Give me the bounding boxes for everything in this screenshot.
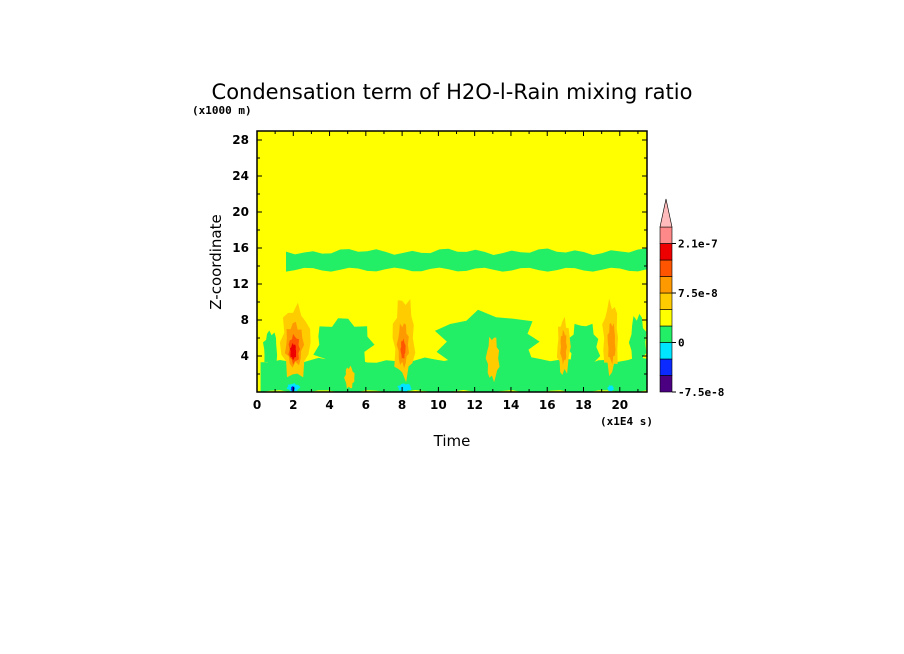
colorbar: 2.1e-7 7.5e-8 0 -7.5e-8 bbox=[659, 198, 724, 399]
colorbar-arrow bbox=[659, 198, 673, 228]
x-tick-label: 4 bbox=[325, 398, 333, 412]
contour-region bbox=[289, 342, 297, 360]
colorbar-label: -7.5e-8 bbox=[678, 386, 724, 399]
contour-region bbox=[607, 322, 616, 365]
contour-region bbox=[607, 385, 615, 392]
x-tick-label: 8 bbox=[398, 398, 406, 412]
contour-region bbox=[434, 309, 540, 374]
y-tick-label: 24 bbox=[232, 169, 249, 183]
contour-region bbox=[400, 338, 406, 359]
contour-region bbox=[397, 383, 412, 392]
y-tick-label: 16 bbox=[232, 241, 249, 255]
x-tick-label: 10 bbox=[430, 398, 447, 412]
colorbar-bin bbox=[659, 325, 673, 343]
y-axis: 4 8 12 16 20 24 28 bbox=[232, 133, 647, 375]
colorbar-bin bbox=[659, 259, 673, 277]
colorbar-bin bbox=[659, 358, 673, 376]
contour-region bbox=[628, 313, 647, 372]
y-tick-label: 12 bbox=[232, 277, 249, 291]
colorbar-bin bbox=[659, 226, 673, 244]
contour-region bbox=[560, 329, 567, 365]
contour-region bbox=[566, 323, 601, 374]
colorbar-bin bbox=[659, 276, 673, 294]
colorbar-bin bbox=[659, 243, 673, 261]
y-tick-label: 8 bbox=[241, 313, 249, 327]
colorbar-bin bbox=[659, 309, 673, 327]
x-tick-label: 20 bbox=[611, 398, 628, 412]
colorbar-bin bbox=[659, 342, 673, 360]
x-tick-label: 12 bbox=[466, 398, 483, 412]
y-tick-label: 4 bbox=[241, 349, 249, 363]
x-axis: 0 2 4 6 8 10 12 14 16 18 20 bbox=[253, 131, 639, 412]
y-tick-label: 28 bbox=[232, 133, 249, 147]
contour-region bbox=[344, 365, 355, 389]
contour-region bbox=[313, 318, 375, 373]
y-tick-label: 20 bbox=[232, 205, 249, 219]
colorbar-label: 0 bbox=[678, 337, 685, 350]
y-axis-label: Z-coordinate bbox=[207, 214, 225, 309]
contour-region bbox=[263, 330, 278, 368]
chart-title: Condensation term of H2O-l-Rain mixing r… bbox=[212, 80, 693, 104]
x-tick-label: 0 bbox=[253, 398, 261, 412]
x-tick-label: 16 bbox=[539, 398, 556, 412]
x-tick-label: 6 bbox=[362, 398, 370, 412]
x-tick-label: 18 bbox=[575, 398, 592, 412]
x-tick-label: 2 bbox=[289, 398, 297, 412]
contour-region bbox=[485, 336, 500, 383]
colorbar-bin bbox=[659, 292, 673, 310]
colorbar-bin bbox=[659, 375, 673, 393]
contour-region bbox=[286, 248, 647, 272]
colorbar-label: 2.1e-7 bbox=[678, 238, 718, 251]
x-axis-label: Time bbox=[433, 432, 471, 450]
y-unit-label: (x1000 m) bbox=[192, 104, 252, 117]
x-tick-label: 14 bbox=[503, 398, 520, 412]
x-unit-label: (x1E4 s) bbox=[600, 415, 653, 428]
colorbar-label: 7.5e-8 bbox=[678, 287, 718, 300]
plot-frame bbox=[256, 130, 648, 393]
plot-area bbox=[256, 130, 648, 393]
